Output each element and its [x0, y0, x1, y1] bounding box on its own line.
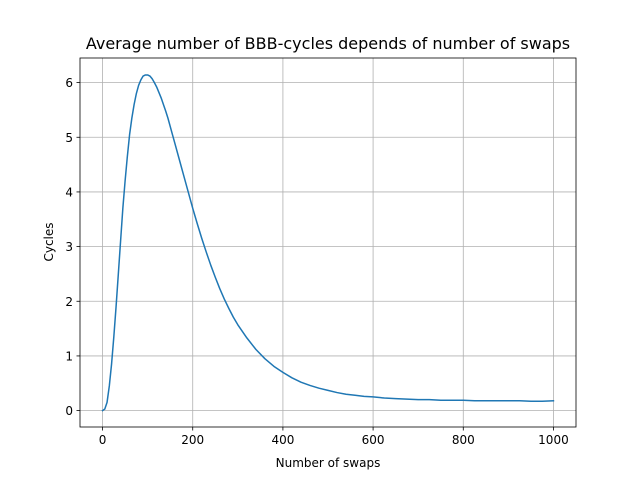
y-tick-label: 2: [65, 295, 73, 309]
grid: [80, 58, 576, 427]
x-tick-label: 400: [271, 433, 294, 447]
x-tick-label: 200: [181, 433, 204, 447]
plot-area: [101, 74, 555, 412]
x-tick-label: 0: [99, 433, 107, 447]
y-tick-label: 3: [65, 240, 73, 254]
ticks: 0 200 400 600 800 1000 0 1 2 3 4 5 6: [65, 76, 568, 447]
y-tick-label: 0: [65, 404, 73, 418]
axes-frame: [79, 57, 577, 428]
x-tick-label: 800: [452, 433, 475, 447]
y-tick-label: 5: [65, 131, 73, 145]
x-tick-label: 1000: [538, 433, 569, 447]
y-tick-label: 6: [65, 76, 73, 90]
x-tick-label: 600: [362, 433, 385, 447]
y-axis-label: Cycles: [42, 222, 56, 261]
x-axis-label: Number of swaps: [276, 456, 381, 470]
chart-title: Average number of BBB-cycles depends of …: [86, 34, 570, 53]
y-tick-label: 4: [65, 185, 73, 199]
series-line: [101, 74, 555, 412]
y-tick-label: 1: [65, 349, 73, 363]
